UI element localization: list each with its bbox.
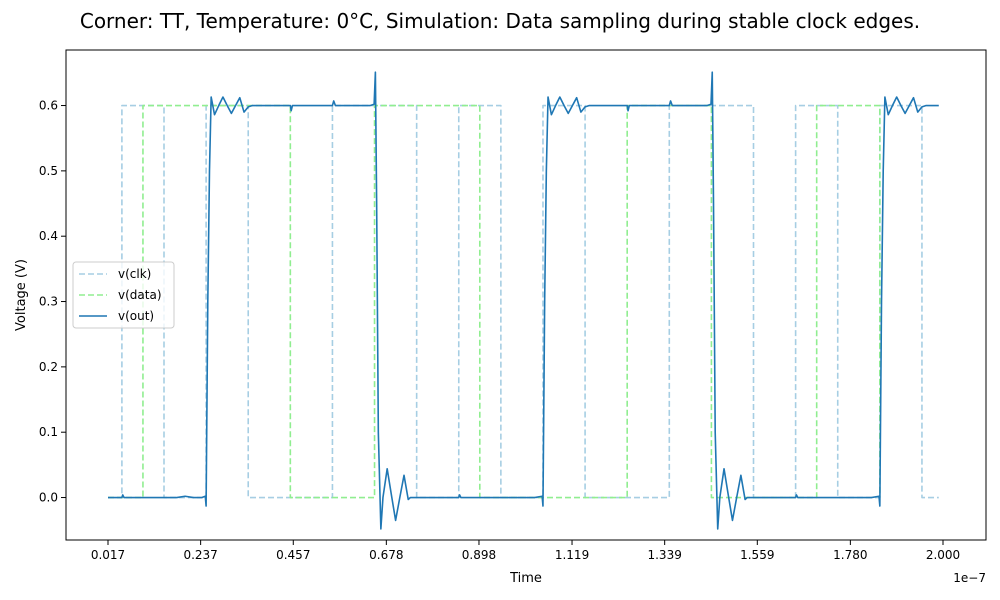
legend-frame [72, 261, 175, 329]
legend: v(clk) v(data) v(out) [72, 261, 175, 329]
x-tick-label: 2.000 [926, 548, 960, 562]
x-tick-label: 0.237 [183, 548, 217, 562]
y-tick-label: 0.2 [39, 360, 58, 374]
y-tick-label: 0.3 [39, 295, 58, 309]
series-line-v-data [108, 104, 881, 499]
x-tick-label: 0.017 [91, 548, 125, 562]
x-tick-label: 0.898 [462, 548, 496, 562]
plot-frame [65, 49, 987, 541]
x-axis-ticks: 0.017 0.237 0.457 0.678 0.898 1.119 1.339 1.559… [91, 540, 960, 562]
x-tick-label: 1.119 [555, 548, 589, 562]
series-line-v-clk [108, 104, 939, 499]
chart-title: Corner: TT, Temperature: 0°C, Simulation… [80, 9, 920, 33]
y-axis-label: Voltage (V) [14, 259, 29, 331]
series-layer [108, 71, 939, 530]
y-tick-label: 0.1 [39, 425, 58, 439]
legend-entries: v(clk) v(data) v(out) [79, 267, 162, 323]
x-tick-label: 0.457 [276, 548, 310, 562]
y-tick-label: 0.5 [39, 164, 58, 178]
legend-label: v(clk) [118, 267, 151, 281]
plot-area: 0.017 0.237 0.457 0.678 0.898 1.119 1.339 1.559… [39, 49, 987, 562]
y-axis-ticks: 0.0 0.1 0.2 0.3 0.4 0.5 0.6 [39, 99, 66, 505]
legend-label: v(data) [118, 288, 162, 302]
series-line-v-out [108, 71, 939, 530]
x-tick-label: 1.780 [833, 548, 867, 562]
x-tick-label: 0.678 [369, 548, 403, 562]
x-tick-label: 1.339 [647, 548, 681, 562]
x-axis-label: Time [509, 571, 542, 586]
y-tick-label: 0.0 [39, 491, 58, 505]
x-tick-label: 1.559 [740, 548, 774, 562]
y-tick-label: 0.4 [39, 229, 58, 243]
x-axis-offset-text: 1e−7 [953, 571, 986, 585]
y-tick-label: 0.6 [39, 99, 58, 113]
legend-label: v(out) [118, 309, 154, 323]
